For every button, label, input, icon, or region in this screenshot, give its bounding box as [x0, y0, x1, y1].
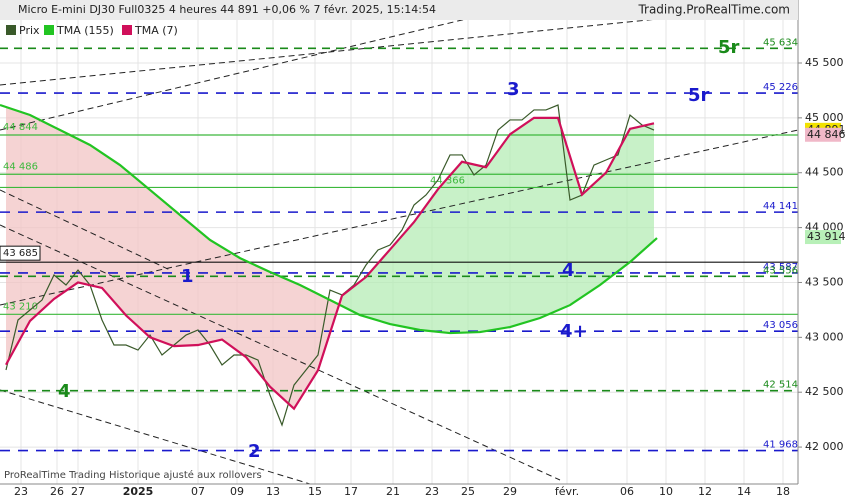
trend-line	[0, 4, 799, 86]
wave-label: 3	[507, 79, 520, 100]
legend-swatch	[122, 25, 132, 35]
x-tick-label: 14	[737, 485, 751, 498]
x-tick-label: 26	[50, 485, 64, 498]
fill-area	[126, 170, 150, 338]
x-tick-label: 21	[386, 485, 400, 498]
x-tick-label: 25	[461, 485, 475, 498]
fill-area	[342, 276, 366, 317]
trend-line	[0, 389, 331, 491]
fill-area	[54, 127, 78, 299]
fill-area	[390, 222, 414, 329]
level-label: 45 634	[763, 37, 798, 48]
wave-label: 5r	[688, 85, 710, 106]
fill-area	[78, 138, 102, 288]
fill-area	[462, 161, 486, 333]
fill-area	[246, 260, 270, 387]
x-axis-panel	[0, 484, 850, 500]
x-tick-label: 15	[308, 485, 322, 498]
price-tag	[805, 230, 841, 245]
series-line	[0, 103, 658, 335]
footer: ProRealTime Trading Historique ajusté au…	[4, 469, 262, 481]
fill-area	[6, 107, 30, 365]
fill-area	[582, 172, 606, 298]
fill-area	[102, 153, 126, 316]
x-tick-label: 10	[659, 485, 673, 498]
fill-area	[30, 115, 54, 321]
level-label: 41 968	[763, 440, 798, 451]
fill-area	[270, 272, 294, 409]
y-tick-label: 45 000	[805, 111, 844, 124]
x-tick-label: 23	[425, 485, 439, 498]
fill-area	[486, 134, 510, 332]
price-tag	[805, 127, 841, 142]
price-tag-label: 43 914	[807, 230, 846, 243]
legend-swatch	[6, 25, 16, 35]
x-tick-label: 06	[620, 485, 634, 498]
level-box	[0, 245, 41, 261]
x-tick-label: 27	[71, 485, 85, 498]
y-tick-label: 42 000	[805, 440, 844, 453]
fill-area	[150, 189, 174, 347]
y-tick-label: 43 000	[805, 330, 844, 343]
legend-label: TMA (7)	[134, 24, 178, 37]
series-line	[5, 104, 655, 427]
x-tick-label: 12	[698, 485, 712, 498]
level-label: 43 210	[3, 301, 38, 312]
level-label: 43 556	[763, 265, 798, 276]
y-tick-label: 44 500	[805, 166, 844, 179]
y-axis-panel	[798, 0, 850, 500]
trend-line	[0, 224, 561, 481]
wave-label: 4	[562, 260, 575, 281]
trend-lines	[0, 0, 799, 491]
level-label: 43 587	[763, 262, 798, 273]
trend-line	[0, 0, 549, 131]
level-label: 42 514	[763, 380, 798, 391]
fill-area	[630, 123, 654, 263]
level-label: 44 486	[3, 161, 38, 172]
x-tick-label: 23	[14, 485, 28, 498]
level-label: 44 844	[3, 122, 38, 133]
x-tick-label: 2025	[123, 485, 154, 498]
fill-area	[366, 249, 390, 325]
trend-line	[0, 129, 799, 306]
x-tick-label: 07	[191, 485, 205, 498]
fill-area	[414, 189, 438, 332]
level-label: 44 366	[430, 175, 465, 186]
x-tick-label: 09	[230, 485, 244, 498]
x-tick-label: févr.	[555, 485, 579, 498]
chart-title: Micro E-mini DJ30 Full0325 4 heures 44 8…	[18, 3, 436, 16]
fill-area	[510, 117, 534, 328]
wave-label: 2	[248, 441, 261, 462]
wave-label: 4	[58, 381, 71, 402]
fill-area	[198, 229, 222, 346]
x-tick-label: 18	[776, 485, 790, 498]
wave-label: 1	[181, 266, 194, 287]
price-tag-label: 44 846	[807, 128, 846, 141]
wave-label: 4+	[560, 321, 588, 342]
fill-area	[222, 247, 246, 358]
x-tick-label: 29	[503, 485, 517, 498]
trend-line	[0, 189, 171, 271]
fill-area	[438, 161, 462, 333]
wave-label: 5r	[718, 37, 740, 58]
x-tick-label: 17	[344, 485, 358, 498]
level-label: 44 141	[763, 201, 798, 212]
x-tick-label: 13	[266, 485, 280, 498]
legend-swatch	[44, 25, 54, 35]
level-label: 45 226	[763, 82, 798, 93]
source: Trading.ProRealTime.com	[637, 3, 790, 17]
legend-label: Prix	[19, 24, 40, 37]
series-line	[5, 116, 655, 411]
fill-area	[606, 128, 630, 281]
legend-label: TMA (155)	[56, 24, 114, 37]
y-tick-label: 42 500	[805, 385, 844, 398]
level-label: 43 056	[763, 320, 798, 331]
y-tick-label: 43 500	[805, 275, 844, 288]
level-label: 43 685	[3, 248, 38, 259]
y-tick-label: 45 500	[805, 56, 844, 69]
fill-area	[534, 117, 558, 320]
header-bar	[0, 0, 798, 20]
